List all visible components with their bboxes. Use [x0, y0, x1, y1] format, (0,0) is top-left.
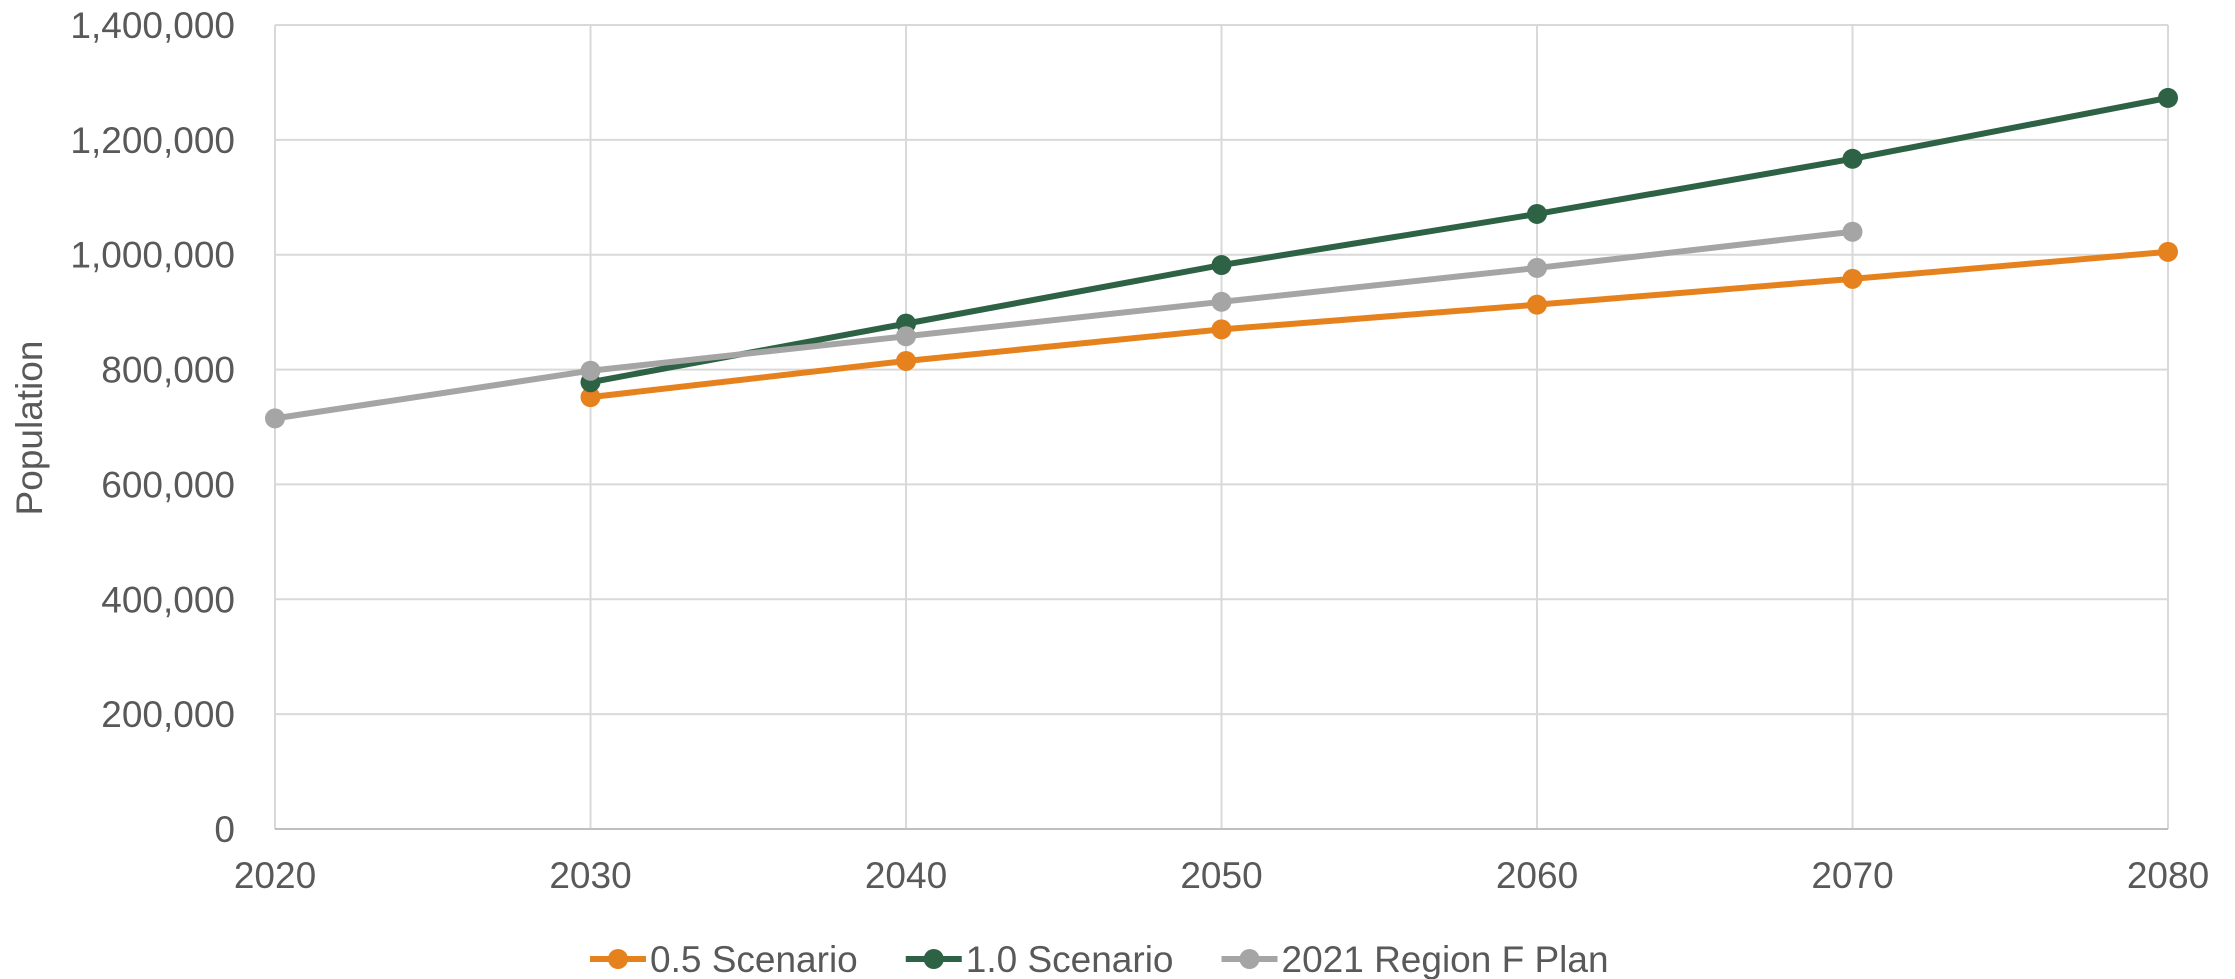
x-tick-label: 2020: [234, 855, 316, 896]
x-tick-label: 2070: [1811, 855, 1893, 896]
data-point: [2158, 87, 2178, 108]
legend-item-2: 1.0 Scenario: [905, 939, 1174, 979]
data-point: [1211, 291, 1232, 312]
data-point: [1211, 255, 1232, 276]
data-point: [2158, 241, 2178, 262]
y-axis-title: Population: [9, 341, 50, 516]
data-point: [265, 408, 285, 429]
data-point: [1527, 203, 1547, 224]
y-tick-label: 800,000: [101, 350, 235, 391]
data-point: [1842, 148, 1863, 169]
legend-label: 2021 Region F Plan: [1282, 939, 1609, 979]
gridlines: [274, 24, 2169, 829]
data-point: [896, 326, 916, 347]
x-tick-label: 2050: [1180, 855, 1262, 896]
data-point: [1527, 294, 1547, 315]
legend: 0.5 Scenario 1.0 Scenario 2021 Region F Pl…: [590, 939, 1609, 979]
x-tick-label: 2060: [1496, 855, 1578, 896]
y-tick-label: 600,000: [101, 464, 235, 505]
data-point: [1211, 319, 1232, 340]
data-point: [580, 387, 601, 408]
data-point: [1842, 268, 1863, 289]
legend-label: 0.5 Scenario: [650, 939, 858, 979]
data-point: [1527, 257, 1547, 278]
data-point: [580, 360, 601, 381]
y-tick-label: 400,000: [101, 579, 235, 620]
legend-marker: [923, 949, 944, 969]
x-tick-label: 2030: [549, 855, 631, 896]
legend-marker: [1239, 949, 1260, 969]
x-tick-label: 2040: [865, 855, 947, 896]
x-tick-label: 2080: [2127, 855, 2209, 896]
series-line: [587, 94, 2171, 386]
legend-item-1: 0.5 Scenario: [590, 939, 858, 979]
y-tick-label: 200,000: [101, 694, 235, 735]
series-line: [272, 228, 1856, 422]
y-tick-label: 1,000,000: [70, 235, 235, 276]
series-line: [587, 248, 2171, 401]
x-axis-tick-labels: 2020 2030 2040 2050 2060 2070 2080: [234, 855, 2209, 896]
legend-item-3: 2021 Region F Plan: [1221, 939, 1609, 979]
legend-marker: [608, 949, 628, 969]
data-point: [896, 350, 916, 371]
y-axis-tick-labels: 0 200,000 400,000 600,000 800,000 1,000,000 1,…: [70, 5, 235, 850]
data-point: [1842, 221, 1863, 242]
y-tick-label: 1,400,000: [70, 5, 235, 46]
y-tick-label: 0: [214, 809, 235, 850]
legend-label: 1.0 Scenario: [966, 939, 1174, 979]
series-lines: [265, 87, 2178, 429]
y-tick-label: 1,200,000: [70, 120, 235, 161]
series-3: [265, 221, 1863, 429]
series-1: [580, 241, 2178, 408]
